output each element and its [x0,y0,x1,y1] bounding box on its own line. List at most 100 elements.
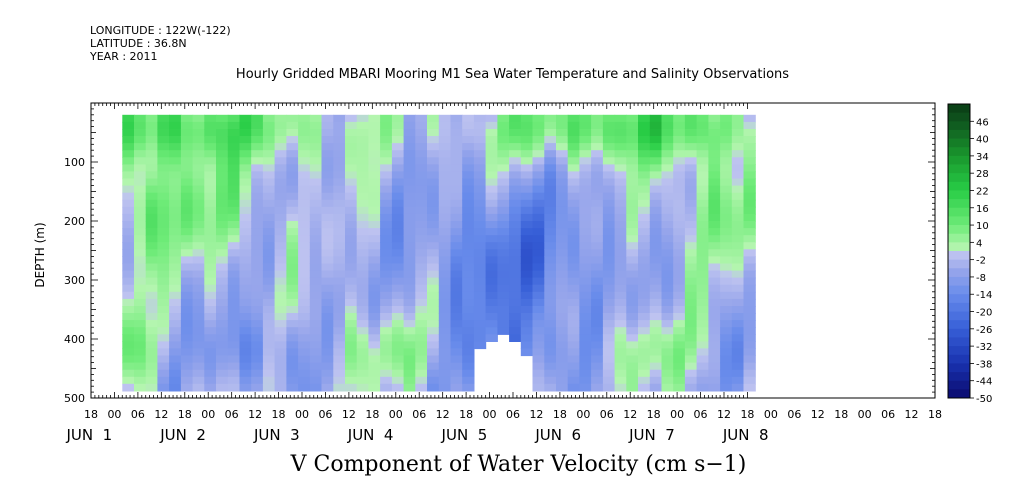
colorbar-label: 16 [976,204,989,215]
heatmap-cell [356,171,369,180]
heatmap-cell [145,327,158,335]
heatmap-cell [309,369,323,378]
heatmap-cell [391,306,405,314]
heatmap-cell [649,256,663,265]
heatmap-cell [638,270,651,279]
heatmap-cell [356,192,369,201]
heatmap-cell [509,157,522,165]
heatmap-cell [462,249,475,257]
heatmap-cell [626,114,639,123]
heatmap-cell [556,121,569,130]
heatmap-cell [391,121,405,130]
heatmap-cell [239,171,252,180]
heatmap-cell [286,313,299,321]
heatmap-cell [391,171,405,180]
heatmap-cell [180,192,194,201]
heatmap-cell [532,369,545,378]
heatmap-cell [602,369,616,378]
heatmap-cell [309,291,323,300]
heatmap-cell [450,277,463,286]
heatmap-cell [438,235,452,243]
heatmap-cell [298,313,311,321]
heatmap-cell [204,383,217,392]
heatmap-cell [731,121,745,130]
heatmap-cell [134,327,147,335]
heatmap-cell [169,242,182,250]
heatmap-cell [673,213,686,222]
heatmap-cell [251,249,264,257]
heatmap-cell [415,150,428,158]
heatmap-cell [438,192,452,201]
heatmap-cell [638,341,651,350]
heatmap-cell [696,369,709,378]
heatmap-cell [673,270,686,279]
heatmap-cell [333,341,346,350]
heatmap-cell [192,242,205,250]
heatmap-cell [356,114,369,123]
heatmap-cell [731,206,745,215]
heatmap-cell [684,291,698,300]
colorbar-label: -38 [976,359,992,370]
y-tick-label: 500 [64,392,85,405]
heatmap-cell [708,235,721,243]
heatmap-cell [462,185,475,194]
heatmap-cell [450,150,463,158]
heatmap-cell [731,114,745,123]
heatmap-cell [556,355,569,364]
heatmap-cell [309,199,323,208]
heatmap-cell [356,221,369,229]
heatmap-cell [391,157,405,165]
heatmap-cell [204,348,217,357]
x-tick-label: 06 [225,408,239,421]
heatmap-cell [216,355,229,364]
heatmap-cell [708,221,721,229]
heatmap-cell [462,334,475,342]
heatmap-cell [216,178,229,187]
heatmap-cell [731,306,745,314]
heatmap-cell [720,313,733,321]
heatmap-cell [204,263,217,272]
heatmap-cell [227,313,241,321]
heatmap-cell [591,114,604,123]
heatmap-cell [180,327,194,335]
heatmap-cell [122,121,135,130]
heatmap-cell [544,249,557,257]
heatmap-cell [298,263,311,272]
heatmap-cell [556,362,569,371]
heatmap-cell [262,157,276,165]
heatmap-cell [473,284,487,293]
heatmap-cell [731,291,745,300]
heatmap-cell [579,199,592,208]
heatmap-cell [403,157,416,165]
heatmap-cell [157,171,170,180]
heatmap-cell [438,341,452,350]
heatmap-cell [720,383,733,392]
heatmap-cell [696,298,709,307]
heatmap-cell [614,256,627,265]
heatmap-cell [532,185,545,194]
heatmap-cell [743,228,756,236]
heatmap-cell [661,221,674,229]
heatmap-cell [485,334,498,342]
heatmap-cell [684,362,698,371]
heatmap-cell [438,383,452,392]
heatmap-cell [169,284,182,293]
heatmap-cell [649,270,663,279]
heatmap-cell [450,298,463,307]
heatmap-cell [309,263,323,272]
heatmap-cell [485,121,498,130]
heatmap-cell [450,383,463,392]
heatmap-cell [708,348,721,357]
heatmap-cell [544,348,557,357]
heatmap-cell [626,306,639,314]
heatmap-cell [227,270,241,279]
heatmap-cell [333,129,346,137]
heatmap-cell [134,263,147,272]
heatmap-cell [544,369,557,378]
heatmap-cell [403,114,416,123]
heatmap-cell [450,270,463,279]
heatmap-cell [251,306,264,314]
heatmap-cell [485,263,498,272]
heatmap-cell [134,114,147,123]
heatmap-cell [626,143,639,151]
